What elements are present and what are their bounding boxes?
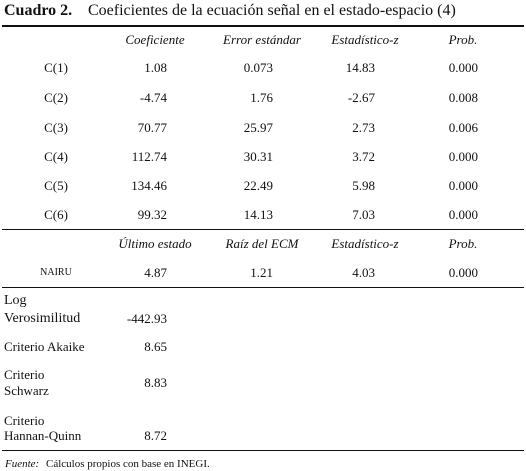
stat-label: Schwarz [4, 383, 49, 398]
cell: 1.21 [250, 265, 273, 280]
column-header: Prob. [448, 32, 478, 47]
column-header: Prob. [448, 236, 478, 251]
stat-label: Verosimilitud [4, 311, 81, 326]
cell: 22.49 [243, 178, 273, 193]
cell: 99.32 [137, 207, 167, 222]
stat-label: Criterio Akaike [4, 339, 85, 354]
row-label: C(4) [44, 149, 68, 164]
cell: 0.008 [448, 90, 478, 105]
rule [2, 450, 524, 451]
cell: 0.000 [448, 178, 478, 193]
column-header: Estadístico-z [331, 32, 399, 47]
stat-label: Criterio [4, 413, 45, 428]
rule [2, 287, 524, 288]
column-header: Último estado [118, 236, 192, 251]
column-header: Coeficiente [125, 32, 185, 47]
cell: 134.46 [131, 178, 167, 193]
cell: 0.000 [448, 207, 478, 222]
stat-label: Hannan-Quinn [4, 428, 82, 443]
stat-value: 8.83 [144, 375, 167, 390]
cell: 0.000 [448, 60, 478, 75]
cell: 0.073 [243, 60, 273, 75]
table-label: Cuadro 2. [4, 2, 73, 19]
cell: 0.006 [448, 120, 478, 135]
stat-label: Log [4, 293, 27, 308]
rule [2, 229, 524, 230]
column-header: Estadístico-z [331, 236, 399, 251]
footnote-text: Cálculos propios con base en INEGI. [46, 458, 210, 470]
cell: 0.000 [448, 149, 478, 164]
row-label: C(3) [44, 120, 68, 135]
cell: 4.03 [352, 265, 375, 280]
stat-value: 8.72 [144, 428, 167, 443]
column-header: Error estándar [223, 32, 301, 47]
cell: 1.76 [250, 90, 273, 105]
rule [2, 25, 524, 27]
row-label: C(5) [44, 178, 68, 193]
cell: 0.000 [448, 265, 478, 280]
stat-value: -442.93 [126, 311, 167, 326]
stat-label: Criterio [4, 367, 45, 382]
row-label: C(2) [44, 90, 68, 105]
cell: 14.13 [243, 207, 273, 222]
cell: 2.73 [352, 120, 375, 135]
row-label: C(1) [44, 60, 68, 75]
cell: 14.83 [345, 60, 375, 75]
column-header: Raíz del ECM [225, 236, 299, 251]
table-title: Coeficientes de la ecuación señal en el … [88, 2, 456, 19]
row-label: NAIRU [40, 267, 72, 278]
cell: -2.67 [347, 90, 375, 105]
cell: 3.72 [352, 149, 375, 164]
cell: 25.97 [243, 120, 273, 135]
cell: -4.74 [139, 90, 167, 105]
cell: 30.31 [243, 149, 273, 164]
cell: 112.74 [131, 149, 167, 164]
row-label: C(6) [44, 207, 68, 222]
stat-value: 8.65 [144, 339, 167, 354]
cell: 5.98 [352, 178, 375, 193]
cell: 4.87 [144, 265, 167, 280]
cell: 1.08 [144, 60, 167, 75]
cell: 7.03 [352, 207, 375, 222]
cell: 70.77 [137, 120, 167, 135]
footnote-label: Fuente: [5, 458, 40, 470]
